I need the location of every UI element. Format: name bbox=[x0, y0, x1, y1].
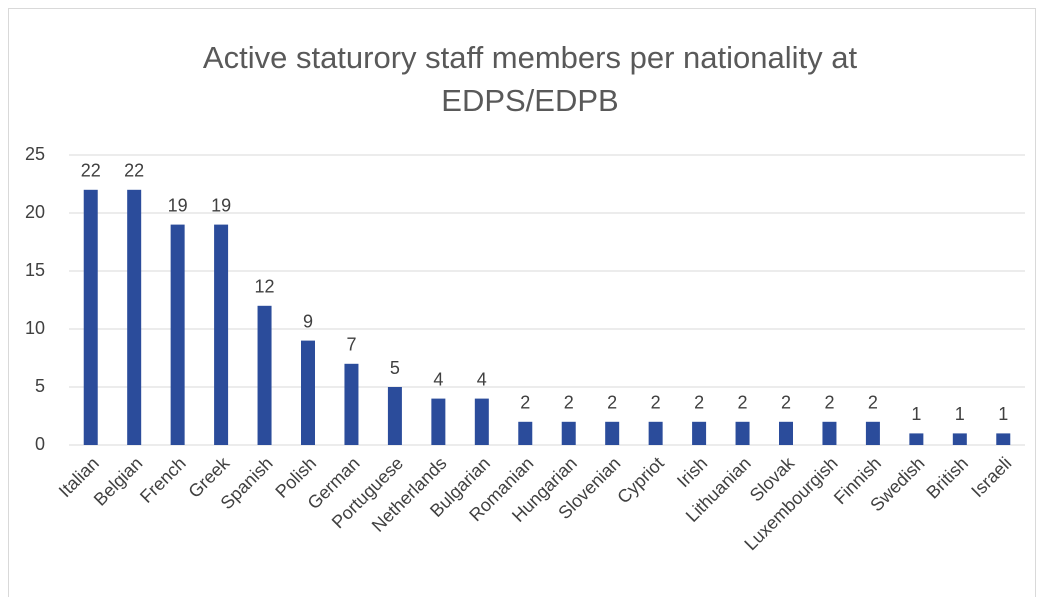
data-label: 19 bbox=[168, 195, 188, 215]
bar bbox=[301, 340, 315, 445]
bar bbox=[865, 421, 880, 445]
bar bbox=[518, 421, 533, 445]
bar bbox=[170, 224, 185, 445]
bar bbox=[561, 421, 576, 445]
y-tick-label: 20 bbox=[25, 202, 45, 222]
data-label: 2 bbox=[781, 393, 791, 413]
data-label: 4 bbox=[433, 369, 443, 389]
bar bbox=[779, 421, 793, 445]
y-tick-label: 10 bbox=[25, 318, 45, 338]
data-label: 1 bbox=[911, 404, 921, 424]
bar bbox=[344, 363, 359, 445]
bar bbox=[474, 398, 489, 445]
data-label: 9 bbox=[303, 311, 313, 331]
bar bbox=[214, 224, 229, 445]
bar bbox=[127, 189, 142, 445]
bar bbox=[605, 421, 620, 445]
data-label: 5 bbox=[390, 358, 400, 378]
y-tick-label: 25 bbox=[25, 144, 45, 164]
data-label: 1 bbox=[998, 404, 1008, 424]
data-label: 2 bbox=[651, 393, 661, 413]
bar bbox=[822, 421, 837, 445]
bar bbox=[257, 305, 272, 445]
data-label: 4 bbox=[477, 369, 487, 389]
bar bbox=[952, 433, 967, 445]
bar bbox=[909, 433, 924, 445]
chart-title: Active staturory staff members per natio… bbox=[202, 40, 858, 118]
bar bbox=[431, 398, 446, 445]
data-label: 2 bbox=[520, 393, 530, 413]
data-label: 1 bbox=[955, 404, 965, 424]
bar bbox=[648, 421, 663, 445]
x-tick-label: French bbox=[136, 453, 190, 507]
chart-frame bbox=[8, 8, 1036, 597]
data-label: 7 bbox=[346, 335, 356, 355]
data-label: 12 bbox=[255, 277, 275, 297]
x-tick-label: Cypriot bbox=[613, 453, 667, 507]
data-label: 2 bbox=[694, 393, 704, 413]
y-tick-label: 5 bbox=[35, 376, 45, 396]
data-label: 2 bbox=[607, 393, 617, 413]
data-label: 22 bbox=[124, 161, 144, 181]
data-label: 22 bbox=[81, 161, 101, 181]
x-tick-label: Israeli bbox=[967, 453, 1015, 501]
bar bbox=[735, 421, 750, 445]
data-label: 2 bbox=[824, 393, 834, 413]
data-label: 2 bbox=[738, 393, 748, 413]
data-label: 2 bbox=[564, 393, 574, 413]
bar bbox=[83, 189, 98, 445]
y-tick-label: 0 bbox=[35, 434, 45, 454]
y-tick-label: 15 bbox=[25, 260, 45, 280]
bar bbox=[996, 433, 1011, 445]
x-tick-label: Belgian bbox=[90, 453, 147, 510]
bar bbox=[692, 421, 707, 445]
bar bbox=[387, 387, 402, 445]
x-tick-label: British bbox=[922, 453, 972, 503]
x-tick-label: Irish bbox=[673, 453, 711, 491]
data-label: 2 bbox=[868, 393, 878, 413]
data-label: 19 bbox=[211, 195, 231, 215]
